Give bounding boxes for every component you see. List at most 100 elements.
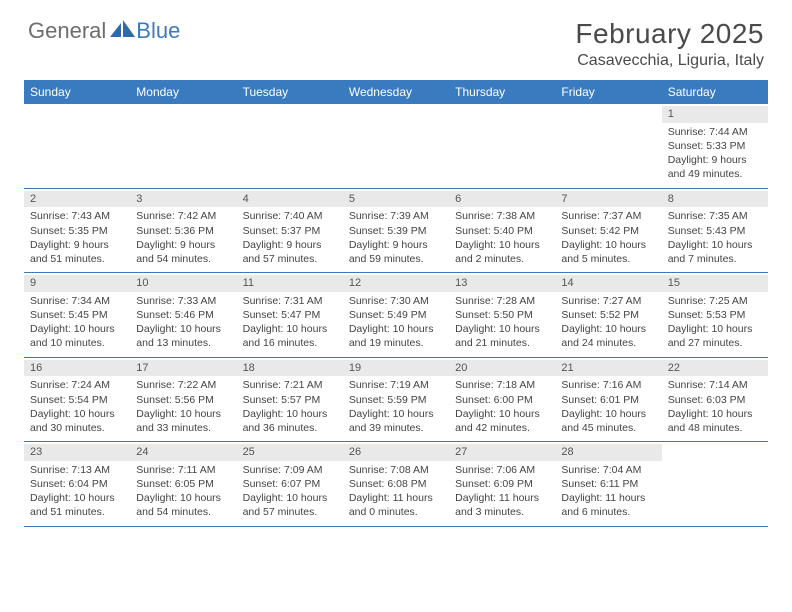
daylight-line-1: Daylight: 9 hours: [136, 238, 230, 252]
sunrise-line: Sunrise: 7:43 AM: [30, 209, 124, 223]
day-number: 17: [130, 360, 236, 377]
day-cell: [662, 442, 768, 526]
daylight-line-2: and 3 minutes.: [455, 505, 549, 519]
week-row: 2Sunrise: 7:43 AMSunset: 5:35 PMDaylight…: [24, 189, 768, 274]
daylight-line-2: and 57 minutes.: [243, 505, 337, 519]
sunset-line: Sunset: 5:39 PM: [349, 224, 443, 238]
day-cell: 1Sunrise: 7:44 AMSunset: 5:33 PMDaylight…: [662, 104, 768, 188]
day-cell: 20Sunrise: 7:18 AMSunset: 6:00 PMDayligh…: [449, 358, 555, 442]
daylight-line-2: and 49 minutes.: [668, 167, 762, 181]
day-header: Wednesday: [343, 80, 449, 104]
daylight-line-1: Daylight: 9 hours: [668, 153, 762, 167]
day-cell: 23Sunrise: 7:13 AMSunset: 6:04 PMDayligh…: [24, 442, 130, 526]
day-cell: 10Sunrise: 7:33 AMSunset: 5:46 PMDayligh…: [130, 273, 236, 357]
day-number: [555, 106, 661, 108]
daylight-line-1: Daylight: 10 hours: [668, 238, 762, 252]
day-cell: 18Sunrise: 7:21 AMSunset: 5:57 PMDayligh…: [237, 358, 343, 442]
daylight-line-1: Daylight: 11 hours: [561, 491, 655, 505]
day-number: 15: [662, 275, 768, 292]
daylight-line-2: and 21 minutes.: [455, 336, 549, 350]
day-number: 8: [662, 191, 768, 208]
sunrise-line: Sunrise: 7:14 AM: [668, 378, 762, 392]
daylight-line-1: Daylight: 9 hours: [243, 238, 337, 252]
day-number: 6: [449, 191, 555, 208]
day-number: 25: [237, 444, 343, 461]
daylight-line-2: and 51 minutes.: [30, 505, 124, 519]
day-header: Saturday: [662, 80, 768, 104]
sunset-line: Sunset: 6:11 PM: [561, 477, 655, 491]
day-cell: 11Sunrise: 7:31 AMSunset: 5:47 PMDayligh…: [237, 273, 343, 357]
day-cell: 28Sunrise: 7:04 AMSunset: 6:11 PMDayligh…: [555, 442, 661, 526]
daylight-line-2: and 45 minutes.: [561, 421, 655, 435]
day-number: 21: [555, 360, 661, 377]
sunset-line: Sunset: 6:08 PM: [349, 477, 443, 491]
sunset-line: Sunset: 5:53 PM: [668, 308, 762, 322]
day-header: Sunday: [24, 80, 130, 104]
sunrise-line: Sunrise: 7:06 AM: [455, 463, 549, 477]
daylight-line-2: and 7 minutes.: [668, 252, 762, 266]
day-header: Thursday: [449, 80, 555, 104]
day-cell: 27Sunrise: 7:06 AMSunset: 6:09 PMDayligh…: [449, 442, 555, 526]
sunrise-line: Sunrise: 7:24 AM: [30, 378, 124, 392]
day-number: 2: [24, 191, 130, 208]
day-number: 27: [449, 444, 555, 461]
sunset-line: Sunset: 5:50 PM: [455, 308, 549, 322]
day-cell: 4Sunrise: 7:40 AMSunset: 5:37 PMDaylight…: [237, 189, 343, 273]
sunrise-line: Sunrise: 7:22 AM: [136, 378, 230, 392]
sunset-line: Sunset: 5:33 PM: [668, 139, 762, 153]
daylight-line-2: and 2 minutes.: [455, 252, 549, 266]
day-number: [662, 444, 768, 446]
sunset-line: Sunset: 6:00 PM: [455, 393, 549, 407]
day-header: Tuesday: [237, 80, 343, 104]
day-number: [343, 106, 449, 108]
day-number: 26: [343, 444, 449, 461]
day-number: 9: [24, 275, 130, 292]
daylight-line-1: Daylight: 10 hours: [349, 322, 443, 336]
sunrise-line: Sunrise: 7:08 AM: [349, 463, 443, 477]
sunrise-line: Sunrise: 7:31 AM: [243, 294, 337, 308]
daylight-line-2: and 24 minutes.: [561, 336, 655, 350]
day-number: 12: [343, 275, 449, 292]
sunrise-line: Sunrise: 7:33 AM: [136, 294, 230, 308]
logo-text-2: Blue: [136, 18, 180, 44]
day-number: 11: [237, 275, 343, 292]
sunset-line: Sunset: 5:56 PM: [136, 393, 230, 407]
logo: General Blue: [28, 18, 180, 44]
daylight-line-2: and 48 minutes.: [668, 421, 762, 435]
daylight-line-2: and 13 minutes.: [136, 336, 230, 350]
sunrise-line: Sunrise: 7:34 AM: [30, 294, 124, 308]
day-cell: [130, 104, 236, 188]
daylight-line-1: Daylight: 10 hours: [243, 491, 337, 505]
day-number: 10: [130, 275, 236, 292]
title-block: February 2025 Casavecchia, Liguria, Ital…: [575, 18, 764, 70]
sunset-line: Sunset: 6:01 PM: [561, 393, 655, 407]
sunrise-line: Sunrise: 7:21 AM: [243, 378, 337, 392]
day-cell: [24, 104, 130, 188]
daylight-line-1: Daylight: 10 hours: [136, 491, 230, 505]
daylight-line-1: Daylight: 10 hours: [30, 322, 124, 336]
day-cell: 9Sunrise: 7:34 AMSunset: 5:45 PMDaylight…: [24, 273, 130, 357]
daylight-line-2: and 54 minutes.: [136, 252, 230, 266]
day-cell: 15Sunrise: 7:25 AMSunset: 5:53 PMDayligh…: [662, 273, 768, 357]
daylight-line-1: Daylight: 9 hours: [30, 238, 124, 252]
day-number: 24: [130, 444, 236, 461]
daylight-line-2: and 0 minutes.: [349, 505, 443, 519]
day-cell: [343, 104, 449, 188]
day-number: 18: [237, 360, 343, 377]
sunrise-line: Sunrise: 7:13 AM: [30, 463, 124, 477]
daylight-line-1: Daylight: 10 hours: [136, 322, 230, 336]
daylight-line-2: and 59 minutes.: [349, 252, 443, 266]
day-header: Monday: [130, 80, 236, 104]
day-number: 7: [555, 191, 661, 208]
location: Casavecchia, Liguria, Italy: [575, 52, 764, 70]
daylight-line-1: Daylight: 10 hours: [455, 238, 549, 252]
sunrise-line: Sunrise: 7:04 AM: [561, 463, 655, 477]
sunrise-line: Sunrise: 7:40 AM: [243, 209, 337, 223]
day-cell: [237, 104, 343, 188]
daylight-line-1: Daylight: 10 hours: [243, 407, 337, 421]
daylight-line-1: Daylight: 10 hours: [349, 407, 443, 421]
day-cell: 24Sunrise: 7:11 AMSunset: 6:05 PMDayligh…: [130, 442, 236, 526]
sunset-line: Sunset: 6:09 PM: [455, 477, 549, 491]
day-number: [449, 106, 555, 108]
day-header: Friday: [555, 80, 661, 104]
